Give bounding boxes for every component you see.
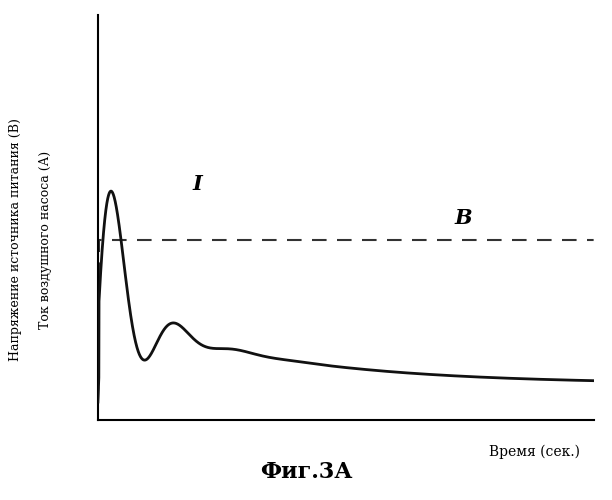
X-axis label: Время (сек.): Время (сек.) <box>488 444 580 458</box>
Text: Фиг.3А: Фиг.3А <box>259 462 353 483</box>
Text: B: B <box>455 208 472 228</box>
Text: Напряжение источника питания (В): Напряжение источника питания (В) <box>9 118 22 362</box>
Text: Ток воздушного насоса (А): Ток воздушного насоса (А) <box>39 151 53 329</box>
Text: I: I <box>192 174 202 195</box>
